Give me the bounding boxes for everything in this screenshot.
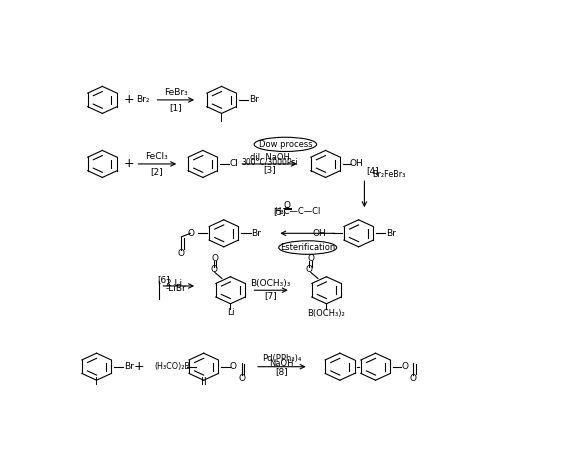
Text: Pd(PPh₃)₄: Pd(PPh₃)₄ — [262, 354, 301, 363]
Text: O: O — [308, 254, 314, 263]
Text: -LiBr: -LiBr — [166, 284, 187, 293]
Text: [4]: [4] — [366, 166, 379, 175]
Text: [8]: [8] — [275, 367, 288, 376]
Text: O: O — [211, 254, 218, 263]
Text: Br₂: Br₂ — [136, 96, 149, 104]
Text: O: O — [401, 362, 408, 371]
Text: [5]: [5] — [273, 207, 286, 216]
Text: O: O — [210, 265, 217, 274]
Text: Dow process: Dow process — [259, 140, 312, 149]
Text: O: O — [410, 374, 417, 383]
Text: FeCl₃: FeCl₃ — [146, 152, 168, 161]
Text: Cl: Cl — [230, 159, 238, 169]
Text: 300°C/3000Psi: 300°C/3000Psi — [241, 158, 298, 167]
Text: Br: Br — [249, 96, 259, 104]
Text: O: O — [229, 362, 236, 371]
Text: O: O — [238, 374, 245, 383]
Text: [6]: [6] — [158, 275, 170, 284]
Text: OH: OH — [350, 159, 363, 169]
Text: (H₃CO)₂B: (H₃CO)₂B — [154, 362, 191, 371]
Text: [1]: [1] — [169, 103, 182, 112]
Text: Br₂FeBr₃: Br₂FeBr₃ — [372, 170, 406, 179]
Text: +: + — [123, 158, 134, 170]
Text: +: + — [134, 360, 144, 373]
Text: H₃C—C—Cl: H₃C—C—Cl — [274, 207, 321, 216]
Text: dil. NaOH: dil. NaOH — [250, 153, 290, 162]
Text: [7]: [7] — [264, 291, 277, 300]
Text: O: O — [188, 229, 195, 238]
Text: OH: OH — [313, 229, 327, 238]
Text: 2 Li: 2 Li — [166, 280, 182, 288]
Text: NaOH: NaOH — [270, 359, 294, 368]
Text: [3]: [3] — [263, 165, 276, 175]
Text: +: + — [123, 93, 134, 106]
Text: I: I — [95, 377, 98, 387]
Text: O: O — [283, 201, 291, 210]
Text: B(OCH₃)₂: B(OCH₃)₂ — [308, 309, 346, 318]
Text: O: O — [178, 249, 185, 258]
Text: II: II — [201, 377, 207, 387]
Text: I: I — [220, 115, 223, 124]
Text: B(OCH₃)₃: B(OCH₃)₃ — [251, 279, 291, 288]
Text: FeBr₃: FeBr₃ — [164, 88, 187, 97]
Text: [2]: [2] — [150, 167, 163, 176]
Text: Li: Li — [227, 308, 234, 317]
Text: Br: Br — [386, 229, 396, 238]
Text: Br: Br — [252, 229, 262, 238]
Text: O: O — [306, 265, 313, 274]
Text: Br: Br — [124, 362, 134, 371]
Text: Esterification: Esterification — [280, 243, 335, 252]
